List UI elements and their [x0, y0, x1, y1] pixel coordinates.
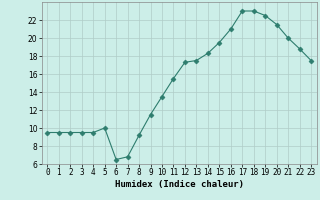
X-axis label: Humidex (Indice chaleur): Humidex (Indice chaleur)	[115, 180, 244, 189]
